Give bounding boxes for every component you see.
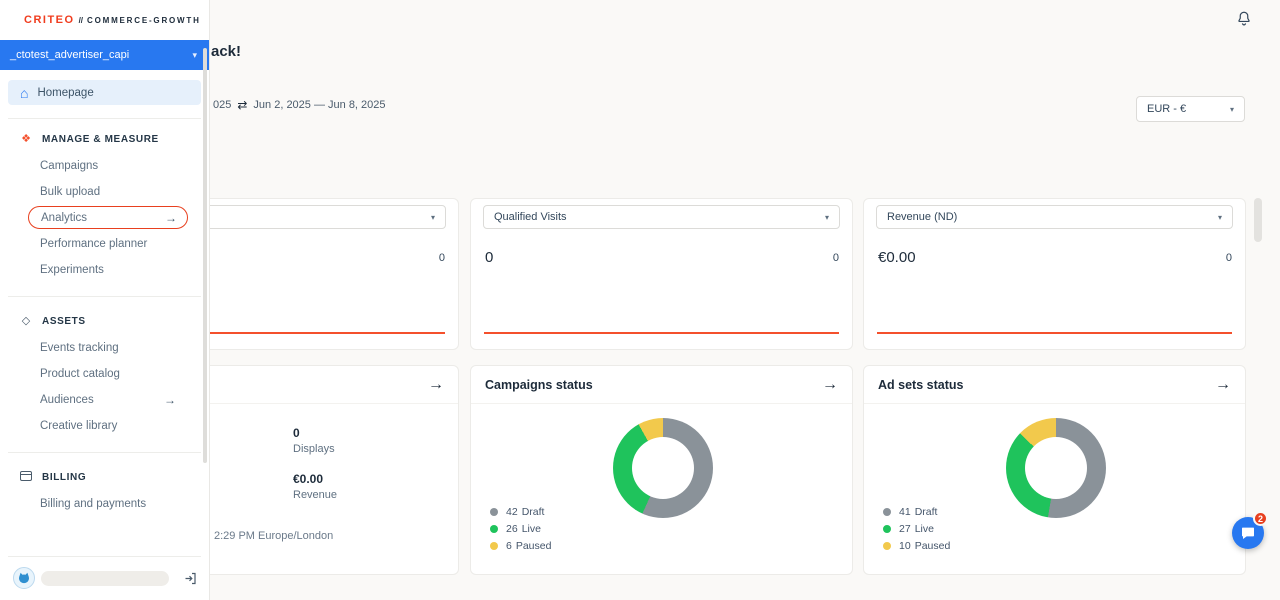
billing-icon — [20, 470, 32, 484]
legend-dot — [883, 524, 891, 533]
manage-measure-icon: ❖ — [21, 132, 31, 145]
metric-selector-label: Revenue (ND) — [887, 211, 958, 223]
section-billing: BILLING — [0, 469, 209, 485]
sidebar-item-audiences[interactable]: Audiences → — [40, 393, 176, 407]
sidebar-item-product-catalog[interactable]: Product catalog — [40, 368, 120, 380]
metric-selector-label: Qualified Visits — [494, 211, 567, 223]
legend-dot — [490, 507, 498, 516]
stat-value: 0 — [293, 426, 300, 440]
date-range-prefix: 025 — [213, 99, 232, 111]
notifications-bell-icon[interactable] — [1235, 10, 1253, 33]
currency-select[interactable]: EUR - € ▾ — [1136, 96, 1245, 122]
stat-label: Displays — [293, 443, 335, 455]
sidebar-item-analytics[interactable]: Analytics → — [28, 206, 188, 229]
legend-item: 6 Paused — [490, 537, 551, 554]
criteo-logo: CRITEO // COMMERCE-GROWTH — [0, 0, 209, 40]
page-greeting: ack! — [211, 43, 242, 60]
legend-item: 26 Live — [490, 520, 551, 537]
metric-secondary-value: 0 — [1225, 252, 1232, 264]
arrow-right-icon[interactable]: → — [428, 375, 444, 393]
metric-secondary-value: 0 — [438, 252, 445, 264]
advertiser-name: _ctotest_advertiser_capi — [10, 49, 130, 61]
donut-chart — [613, 418, 713, 518]
campaigns-status-card: Campaigns status → 42 Draft 26 Live 6 Pause… — [470, 365, 853, 575]
stat-label: Revenue — [293, 489, 338, 501]
arrow-right-icon: → — [165, 210, 177, 225]
sidebar-item-bulk-upload[interactable]: Bulk upload — [40, 186, 101, 198]
legend-item: 42 Draft — [490, 503, 551, 520]
donut-chart — [1006, 418, 1106, 518]
section-assets: ◇ ASSETS — [21, 314, 86, 327]
avatar[interactable] — [13, 567, 35, 589]
legend-dot — [490, 541, 498, 550]
sidebar-item-label: Homepage — [37, 86, 94, 99]
chat-icon — [1242, 527, 1254, 539]
collapse-sidebar-icon[interactable] — [184, 572, 197, 585]
legend-dot — [490, 524, 498, 533]
legend-item: 41 Draft — [883, 503, 950, 520]
metric-card: Qualified Visits ▾ 0 0 — [470, 198, 853, 350]
advertiser-switcher[interactable]: _ctotest_advertiser_capi ▾ — [0, 40, 209, 70]
arrow-right-icon: → — [164, 393, 176, 407]
stat-value: €0.00 — [293, 472, 324, 486]
legend-item: 27 Live — [883, 520, 950, 537]
metric-value: €0.00 — [878, 249, 916, 266]
arrow-right-icon[interactable]: → — [1215, 375, 1231, 393]
section-manage-measure: ❖ MANAGE & MEASURE — [21, 132, 159, 145]
metric-selector[interactable]: Revenue (ND) ▾ — [876, 205, 1233, 229]
live-stat: €0.00 Revenue — [293, 472, 337, 501]
logo-secondary-text: COMMERCE-GROWTH — [87, 15, 201, 25]
chart-legend: 42 Draft 26 Live 6 Paused — [490, 503, 551, 554]
arrow-right-icon[interactable]: → — [822, 375, 838, 393]
chat-unread-badge: 2 — [1253, 511, 1268, 526]
divider — [8, 118, 201, 119]
live-stat: 0 Displays — [293, 426, 335, 455]
currency-label: EUR - € — [1147, 103, 1187, 115]
user-name-redacted — [41, 570, 169, 586]
chevron-down-icon: ▾ — [192, 49, 197, 60]
date-range-picker[interactable]: 025 ⇄ Jun 2, 2025 — Jun 8, 2025 — [213, 98, 386, 112]
home-icon: ⌂ — [20, 84, 29, 101]
legend-dot — [883, 541, 891, 550]
page-scrollbar-thumb[interactable] — [1254, 198, 1262, 242]
chevron-down-icon: ▾ — [824, 212, 829, 222]
sidebar-item-experiments[interactable]: Experiments — [40, 264, 104, 276]
sidebar-item-homepage[interactable]: ⌂ Homepage — [8, 80, 201, 105]
card-title: Campaigns status — [485, 377, 593, 392]
sparkline — [90, 332, 445, 334]
chevron-down-icon: ▾ — [430, 212, 435, 222]
sidebar-item-creative-library[interactable]: Creative library — [40, 420, 118, 432]
sidebar-item-events-tracking[interactable]: Events tracking — [40, 342, 119, 354]
chat-widget-button[interactable] — [1232, 517, 1264, 549]
compare-arrows-icon: ⇄ — [237, 98, 248, 112]
chevron-down-icon: ▾ — [1229, 104, 1234, 114]
sparkline — [877, 332, 1232, 334]
last-update-text: 2:29 PM Europe/London — [214, 530, 334, 542]
sidebar-item-billing-payments[interactable]: Billing and payments — [40, 498, 147, 510]
date-range-text: Jun 2, 2025 — Jun 8, 2025 — [253, 99, 386, 111]
sparkline — [484, 332, 839, 334]
card-title: Ad sets status — [878, 377, 964, 392]
metric-selector[interactable]: Qualified Visits ▾ — [483, 205, 840, 229]
sidebar-item-performance-planner[interactable]: Performance planner — [40, 238, 148, 250]
sidebar-scrollbar-thumb[interactable] — [203, 48, 207, 463]
sidebar-item-campaigns[interactable]: Campaigns — [40, 160, 99, 172]
chart-legend: 41 Draft 27 Live 10 Paused — [883, 503, 950, 554]
divider — [8, 296, 201, 297]
user-row — [13, 567, 197, 589]
divider — [8, 556, 201, 557]
chevron-down-icon: ▾ — [1217, 212, 1222, 222]
metric-secondary-value: 0 — [832, 252, 839, 264]
metric-card: Revenue (ND) ▾ €0.00 0 — [863, 198, 1246, 350]
logo-separator: // — [78, 15, 84, 25]
adsets-status-card: Ad sets status → 41 Draft 27 Live 10 Paused — [863, 365, 1246, 575]
legend-dot — [883, 507, 891, 516]
sidebar: CRITEO // COMMERCE-GROWTH _ctotest_adver… — [0, 0, 210, 600]
divider — [8, 452, 201, 453]
metric-value: 0 — [485, 249, 494, 266]
legend-item: 10 Paused — [883, 537, 950, 554]
assets-icon: ◇ — [21, 314, 31, 327]
logo-primary-text: CRITEO — [24, 14, 75, 26]
